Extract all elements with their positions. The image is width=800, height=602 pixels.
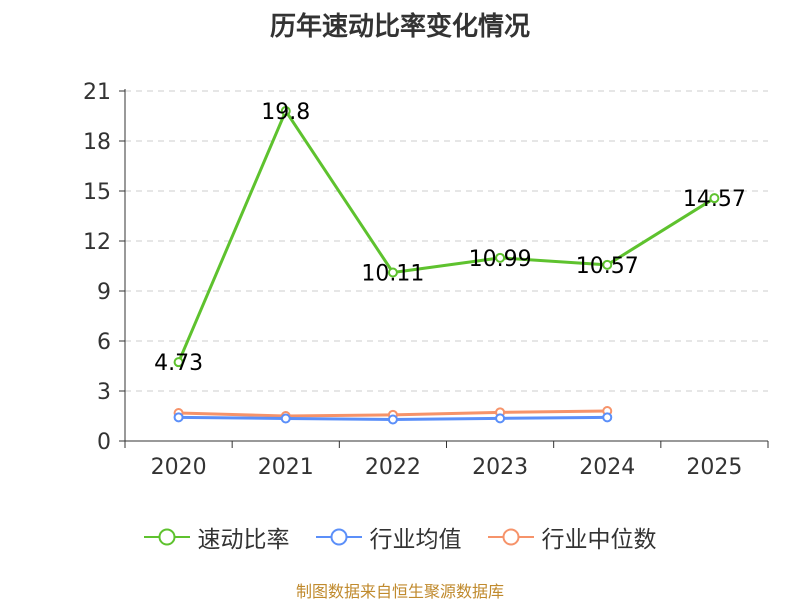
data-label: 10.57: [576, 254, 639, 279]
legend-marker-icon: [143, 528, 190, 546]
line-chart: 0 3 6 9 12 15 18 21 2020 2021 2022 2023 2024 2025 4.7…: [83, 80, 769, 480]
chart-title: 历年速动比率变化情况: [269, 12, 530, 42]
data-point: [387, 267, 398, 278]
data-label: 14.57: [683, 187, 746, 212]
y-tick-label: 21: [83, 80, 111, 105]
y-tick-label: 6: [97, 330, 111, 355]
data-labels: 4.73 19.8 10.11 10.99 10.57 14.57: [154, 100, 746, 376]
legend: 速动比率 行业均值 行业中位数: [0, 520, 800, 554]
series-line: [177, 109, 716, 363]
legend-item-industry-median[interactable]: 行业中位数: [487, 520, 657, 554]
series-lines: [173, 106, 720, 425]
legend-item-quick-ratio[interactable]: 速动比率: [143, 520, 290, 554]
x-tick-label: 2021: [258, 455, 314, 480]
source-footer: 制图数据来自恒生聚源数据库: [295, 582, 504, 601]
grid-lines: [125, 90, 768, 392]
x-tick-label: 2020: [151, 455, 207, 480]
y-tick-label: 3: [97, 380, 111, 405]
y-tick-label: 0: [97, 430, 111, 455]
legend-marker-icon: [315, 528, 362, 546]
data-point: [280, 413, 291, 424]
legend-label: 行业均值: [369, 527, 462, 553]
data-label: 10.11: [361, 262, 424, 287]
data-label: 19.8: [261, 100, 310, 125]
y-tick-label: 9: [97, 280, 111, 305]
y-tick-label: 15: [83, 180, 111, 205]
x-tick-label: 2024: [579, 455, 635, 480]
data-point: [173, 412, 184, 423]
data-label: 4.73: [154, 351, 203, 376]
data-point: [280, 106, 291, 116]
x-tick-label: 2023: [472, 455, 528, 480]
data-point: [173, 357, 184, 368]
data-point: [495, 252, 506, 263]
data-point: [602, 412, 613, 423]
axes: 0 3 6 9 12 15 18 21 2020 2021 2022 2023 2024 2025: [83, 80, 769, 480]
legend-marker-icon: [487, 528, 534, 546]
data-point: [602, 259, 613, 270]
x-tick-label: 2025: [686, 455, 742, 480]
legend-item-industry-average[interactable]: 行业均值: [315, 520, 462, 554]
data-point: [495, 413, 506, 424]
y-tick-label: 12: [83, 230, 111, 255]
data-label: 10.99: [469, 247, 532, 272]
x-tick-label: 2022: [365, 455, 421, 480]
y-tick-label: 18: [83, 130, 111, 155]
data-point: [709, 193, 720, 204]
legend-label: 速动比率: [197, 527, 290, 553]
legend-label: 行业中位数: [541, 527, 657, 553]
data-point: [387, 414, 398, 425]
